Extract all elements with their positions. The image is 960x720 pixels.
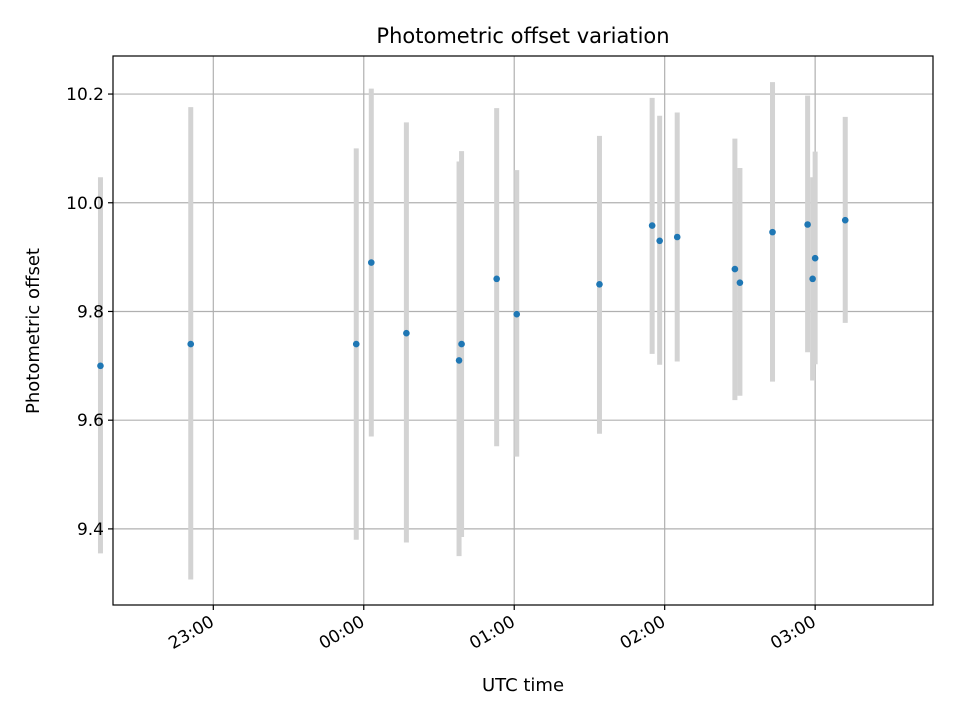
x-tick-label: 00:00 — [316, 612, 368, 654]
data-point — [493, 275, 500, 283]
data-point — [841, 216, 849, 224]
axis-ticks: 9.4 9.6 9.8 10.0 10.2 23:00 00:00 01:00 02:00 03:… — [66, 85, 820, 654]
data-point — [648, 222, 656, 229]
x-tick-label: 23:00 — [165, 612, 217, 654]
x-tick-label: 03:00 — [767, 612, 819, 654]
plot-frame — [112, 55, 934, 606]
data-point — [811, 254, 819, 262]
data-point — [769, 228, 776, 236]
chart-title: Photometric offset variation — [376, 24, 669, 48]
error-bars — [97, 82, 848, 580]
data-point — [656, 237, 663, 245]
data-point — [403, 329, 410, 337]
data-point — [352, 340, 360, 348]
data-point — [187, 340, 195, 348]
data-point — [458, 340, 465, 348]
x-tick-label: 01:00 — [466, 612, 518, 654]
data-point — [455, 357, 463, 364]
y-tick-label: 9.6 — [77, 411, 104, 431]
y-tick-label: 9.8 — [77, 302, 104, 322]
data-point — [673, 233, 681, 241]
data-point — [97, 362, 104, 370]
data-point — [513, 310, 521, 318]
data-point — [804, 221, 811, 228]
data-points — [97, 216, 849, 370]
y-tick-label: 9.4 — [77, 520, 104, 540]
data-point — [731, 265, 739, 273]
y-tick-label: 10.0 — [66, 194, 104, 214]
y-tick-label: 10.2 — [66, 85, 104, 105]
y-axis-label: Photometric offset — [23, 248, 44, 414]
data-point — [809, 275, 816, 283]
data-point — [736, 279, 744, 286]
data-point — [367, 259, 375, 266]
x-tick-label: 02:00 — [617, 612, 669, 654]
grid — [113, 56, 933, 605]
x-axis-label: UTC time — [482, 675, 564, 696]
data-point — [596, 280, 603, 288]
